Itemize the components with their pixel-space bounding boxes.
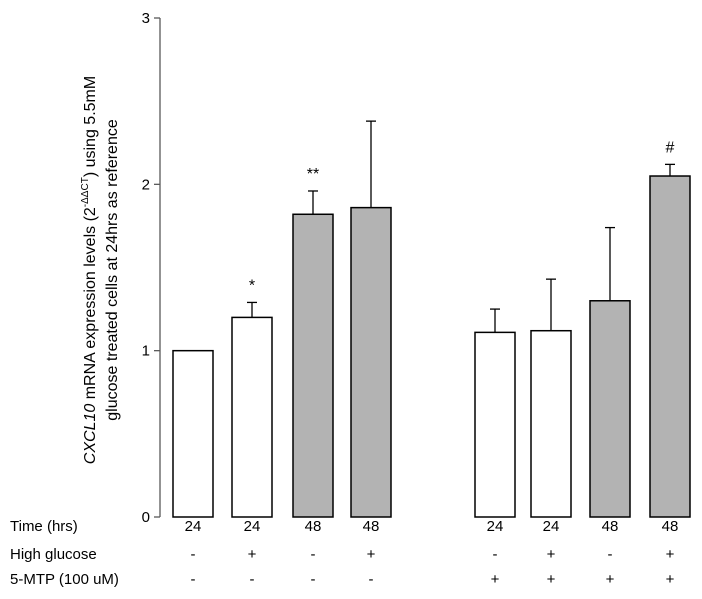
table-cell: -	[191, 571, 196, 588]
table-cell: +	[547, 546, 556, 563]
table-cell: 48	[305, 518, 322, 535]
y-axis: 0 1 2 3	[142, 10, 161, 526]
bar	[530, 329, 572, 518]
y-tick-label: 2	[142, 176, 150, 193]
bar	[172, 349, 214, 518]
error-bars	[247, 120, 675, 333]
table-cell: -	[608, 546, 613, 563]
bars	[172, 175, 691, 518]
table-cell: 48	[602, 518, 619, 535]
table-row-label: 5-MTP (100 uM)	[10, 571, 119, 588]
table-cell: 24	[185, 518, 202, 535]
bar	[292, 213, 334, 518]
ylabel-text-end: ) using 5.5mM	[82, 76, 99, 177]
y-axis-title-line2: glucose treated cells at 24hrs as refere…	[104, 119, 121, 421]
significance-label: *	[249, 277, 255, 294]
table-cell: -	[311, 571, 316, 588]
table-cell: -	[311, 546, 316, 563]
table-cell: 24	[244, 518, 261, 535]
table-cell: 48	[662, 518, 679, 535]
table-row-label: Time (hrs)	[10, 518, 78, 535]
y-tick-label: 3	[142, 10, 150, 27]
table-cell: +	[491, 571, 500, 588]
table-cell: 48	[363, 518, 380, 535]
significance-label: **	[307, 166, 319, 183]
gene-name: CXCL10	[82, 404, 99, 465]
table-cell: +	[666, 571, 675, 588]
table-cell: -	[493, 546, 498, 563]
y-axis-title-line1: CXCL10 mRNA expression levels (2-ΔΔCT) u…	[80, 76, 99, 464]
table-cell: -	[191, 546, 196, 563]
bar	[231, 316, 273, 518]
y-tick-label: 1	[142, 343, 150, 360]
ylabel-superscript: -ΔΔCT	[80, 177, 91, 207]
bar	[589, 300, 631, 518]
table-row-label: High glucose	[10, 546, 97, 563]
significance-markers: ***#	[249, 139, 675, 294]
bar	[649, 175, 691, 518]
y-axis-title: CXCL10 mRNA expression levels (2-ΔΔCT) u…	[80, 76, 121, 464]
significance-label: #	[666, 139, 675, 156]
table-cell: +	[547, 571, 556, 588]
table-cell: +	[666, 546, 675, 563]
ylabel-text: mRNA expression levels (2	[82, 207, 99, 404]
table-cell: -	[369, 571, 374, 588]
table-cell: -	[250, 571, 255, 588]
y-tick-label: 0	[142, 509, 150, 526]
table-cell: +	[367, 546, 376, 563]
table-cell: 24	[487, 518, 504, 535]
condition-table: Time (hrs) 24 24 48 48 24 24 48 48 High glucose - +…	[10, 518, 678, 588]
table-cell: +	[606, 571, 615, 588]
bar	[350, 206, 392, 518]
table-cell: +	[248, 546, 257, 563]
table-cell: 24	[543, 518, 560, 535]
y-axis-label: CXCL10 mRNA expression levels (2-ΔΔCT) u…	[80, 76, 121, 464]
bar	[474, 331, 516, 518]
